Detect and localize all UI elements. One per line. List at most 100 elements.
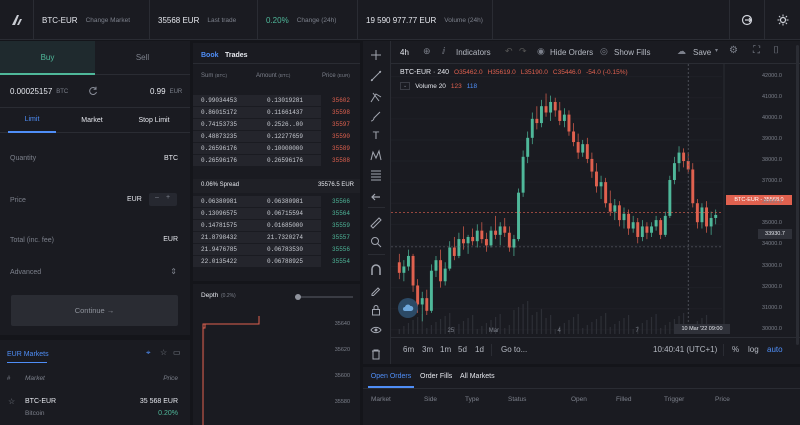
volume-bar — [426, 328, 428, 334]
orderbook-row[interactable]: 22.0135422 0.06788925 35554 — [193, 256, 360, 268]
minus-icon[interactable]: – — [155, 194, 159, 201]
range-3m[interactable]: 3m — [422, 345, 434, 354]
trash-icon[interactable] — [368, 346, 384, 362]
tab-open-orders[interactable]: Open Orders — [368, 367, 414, 388]
range-1d[interactable]: 1d — [475, 345, 484, 354]
indicators-icon[interactable]: ⅈ — [442, 46, 446, 56]
tab-market[interactable]: Market — [68, 108, 116, 133]
orderbook-row[interactable]: 0.26596176 0.10000000 35589 — [193, 143, 360, 155]
orderbook-price: 35590 — [332, 133, 351, 140]
trend-line-icon[interactable] — [368, 68, 384, 84]
pattern-icon[interactable] — [368, 147, 384, 163]
tab-trades[interactable]: Trades — [225, 52, 248, 59]
arrow-left-icon[interactable] — [368, 189, 384, 205]
price-field[interactable]: Price EUR – + — [0, 186, 190, 214]
candle-body — [452, 247, 456, 256]
total-field[interactable]: Total (inc. fee) EUR — [0, 227, 190, 255]
orderbook-row[interactable]: 0.26596176 0.26596176 35588 — [193, 155, 360, 167]
brush-icon[interactable] — [368, 108, 384, 124]
goto-button[interactable]: Go to... — [501, 345, 528, 354]
volume-bar — [559, 326, 561, 334]
legend-pair: BTC-EUR · 240 — [400, 69, 450, 76]
swap-icon[interactable] — [88, 86, 98, 98]
candle-body — [576, 142, 580, 153]
logo[interactable] — [0, 0, 34, 40]
fib-icon[interactable] — [368, 167, 384, 183]
btc-unit: BTC — [56, 88, 69, 95]
collapse-icon[interactable]: ⌄ — [400, 82, 411, 90]
lock-icon[interactable] — [368, 302, 384, 318]
text-icon[interactable]: T — [372, 130, 380, 142]
scrollbar[interactable] — [796, 45, 799, 345]
tab-buy[interactable]: Buy — [0, 41, 95, 75]
orderbook-row[interactable]: 0.13096575 0.06715594 35564 — [193, 208, 360, 220]
camera-icon[interactable]: ⌷ — [773, 45, 779, 56]
eye-icon[interactable] — [368, 322, 384, 338]
advanced-toggle[interactable]: Advanced ⇕ — [0, 263, 190, 283]
orderbook-row[interactable]: 0.06380981 0.06380981 35566 — [193, 196, 360, 208]
volume-bar — [540, 309, 543, 334]
redo-icon[interactable]: ↷ — [519, 46, 527, 56]
volume-bar — [481, 326, 483, 334]
orderbook-row[interactable]: 0.48873235 0.12277659 35590 — [193, 131, 360, 143]
interval-selector[interactable]: 4h — [400, 48, 409, 57]
change-market-link[interactable]: Change Market — [85, 16, 131, 24]
eye-icon[interactable]: ◉ — [537, 46, 545, 56]
orderbook-row[interactable]: 0.99034453 0.13019281 35602 — [193, 95, 360, 107]
show-fills-button[interactable]: Show Fills — [614, 48, 651, 57]
percent-toggle[interactable]: % — [732, 345, 740, 354]
legend-high: H35619.0 — [487, 69, 516, 76]
indicators-button[interactable]: Indicators — [456, 48, 491, 57]
folder-icon[interactable]: ▭ — [173, 348, 181, 357]
star-icon[interactable]: ☆ — [160, 348, 168, 357]
range-6m[interactable]: 6m — [403, 345, 415, 354]
tab-limit[interactable]: Limit — [8, 108, 56, 133]
tab-sell[interactable]: Sell — [95, 41, 190, 75]
save-button[interactable]: Save — [693, 48, 712, 57]
depth-slider[interactable] — [295, 294, 353, 300]
ruler-icon[interactable] — [368, 215, 384, 231]
log-toggle[interactable]: log — [748, 345, 759, 354]
orderbook-price: 35559 — [332, 222, 351, 229]
crosshair-icon[interactable] — [368, 47, 384, 63]
auto-toggle[interactable]: auto — [767, 345, 783, 354]
quantity-field[interactable]: Quantity BTC — [0, 145, 190, 173]
orderbook-row[interactable]: 0.74153735 0.2526..00 35597 — [193, 119, 360, 131]
tab-book[interactable]: Book — [201, 52, 219, 59]
price-stepper[interactable]: – + — [149, 193, 177, 206]
undo-icon[interactable]: ↶ — [505, 46, 513, 56]
orderbook-row[interactable]: 0.86015172 0.11661437 35598 — [193, 107, 360, 119]
price-chart[interactable] — [391, 64, 800, 334]
gear-icon[interactable]: ⚙ — [729, 45, 738, 56]
fullscreen-icon[interactable]: ⛶ — [753, 45, 760, 56]
orderbook-row[interactable]: 21.8798432 21.7320274 35557 — [193, 232, 360, 244]
logout-button[interactable] — [729, 0, 765, 40]
orderbook-row[interactable]: 21.9476785 0.06783530 35556 — [193, 244, 360, 256]
depth-slider-handle[interactable] — [295, 294, 301, 300]
magnet-icon[interactable] — [368, 262, 384, 278]
chevron-down-icon[interactable]: ▾ — [715, 48, 719, 54]
theme-toggle-button[interactable] — [765, 0, 800, 40]
market-row-change: 0.20% — [158, 410, 178, 417]
continue-button[interactable]: Continue → — [11, 295, 178, 326]
pitchfork-icon[interactable] — [368, 89, 384, 105]
range-1m[interactable]: 1m — [440, 345, 452, 354]
fills-icon[interactable]: ◎ — [600, 46, 608, 56]
hide-orders-button[interactable]: Hide Orders — [550, 48, 594, 57]
tab-stop-limit[interactable]: Stop Limit — [124, 108, 184, 133]
star-icon[interactable]: ☆ — [8, 397, 16, 406]
orderbook-amount: 0.10000000 — [267, 145, 304, 152]
tab-all-markets[interactable]: All Markets — [460, 373, 495, 380]
tab-order-fills[interactable]: Order Fills — [420, 373, 453, 380]
plus-icon[interactable]: + — [166, 194, 171, 201]
zoom-icon[interactable] — [368, 234, 384, 250]
pencil-lock-icon[interactable] — [368, 282, 384, 298]
compare-icon[interactable]: ⊕ — [423, 46, 431, 56]
market-selector[interactable]: BTC-EUR Change Market — [34, 0, 150, 40]
network-icon[interactable]: ⌖ — [146, 348, 151, 357]
cloud-icon[interactable]: ☁ — [677, 46, 686, 56]
range-5d[interactable]: 5d — [458, 345, 467, 354]
orderbook-row[interactable]: 0.14781575 0.01685000 35559 — [193, 220, 360, 232]
candle-body — [498, 226, 502, 235]
market-row[interactable]: ☆ BTC-EUR Bitcoin 35 568 EUR 0.20% — [0, 396, 190, 422]
